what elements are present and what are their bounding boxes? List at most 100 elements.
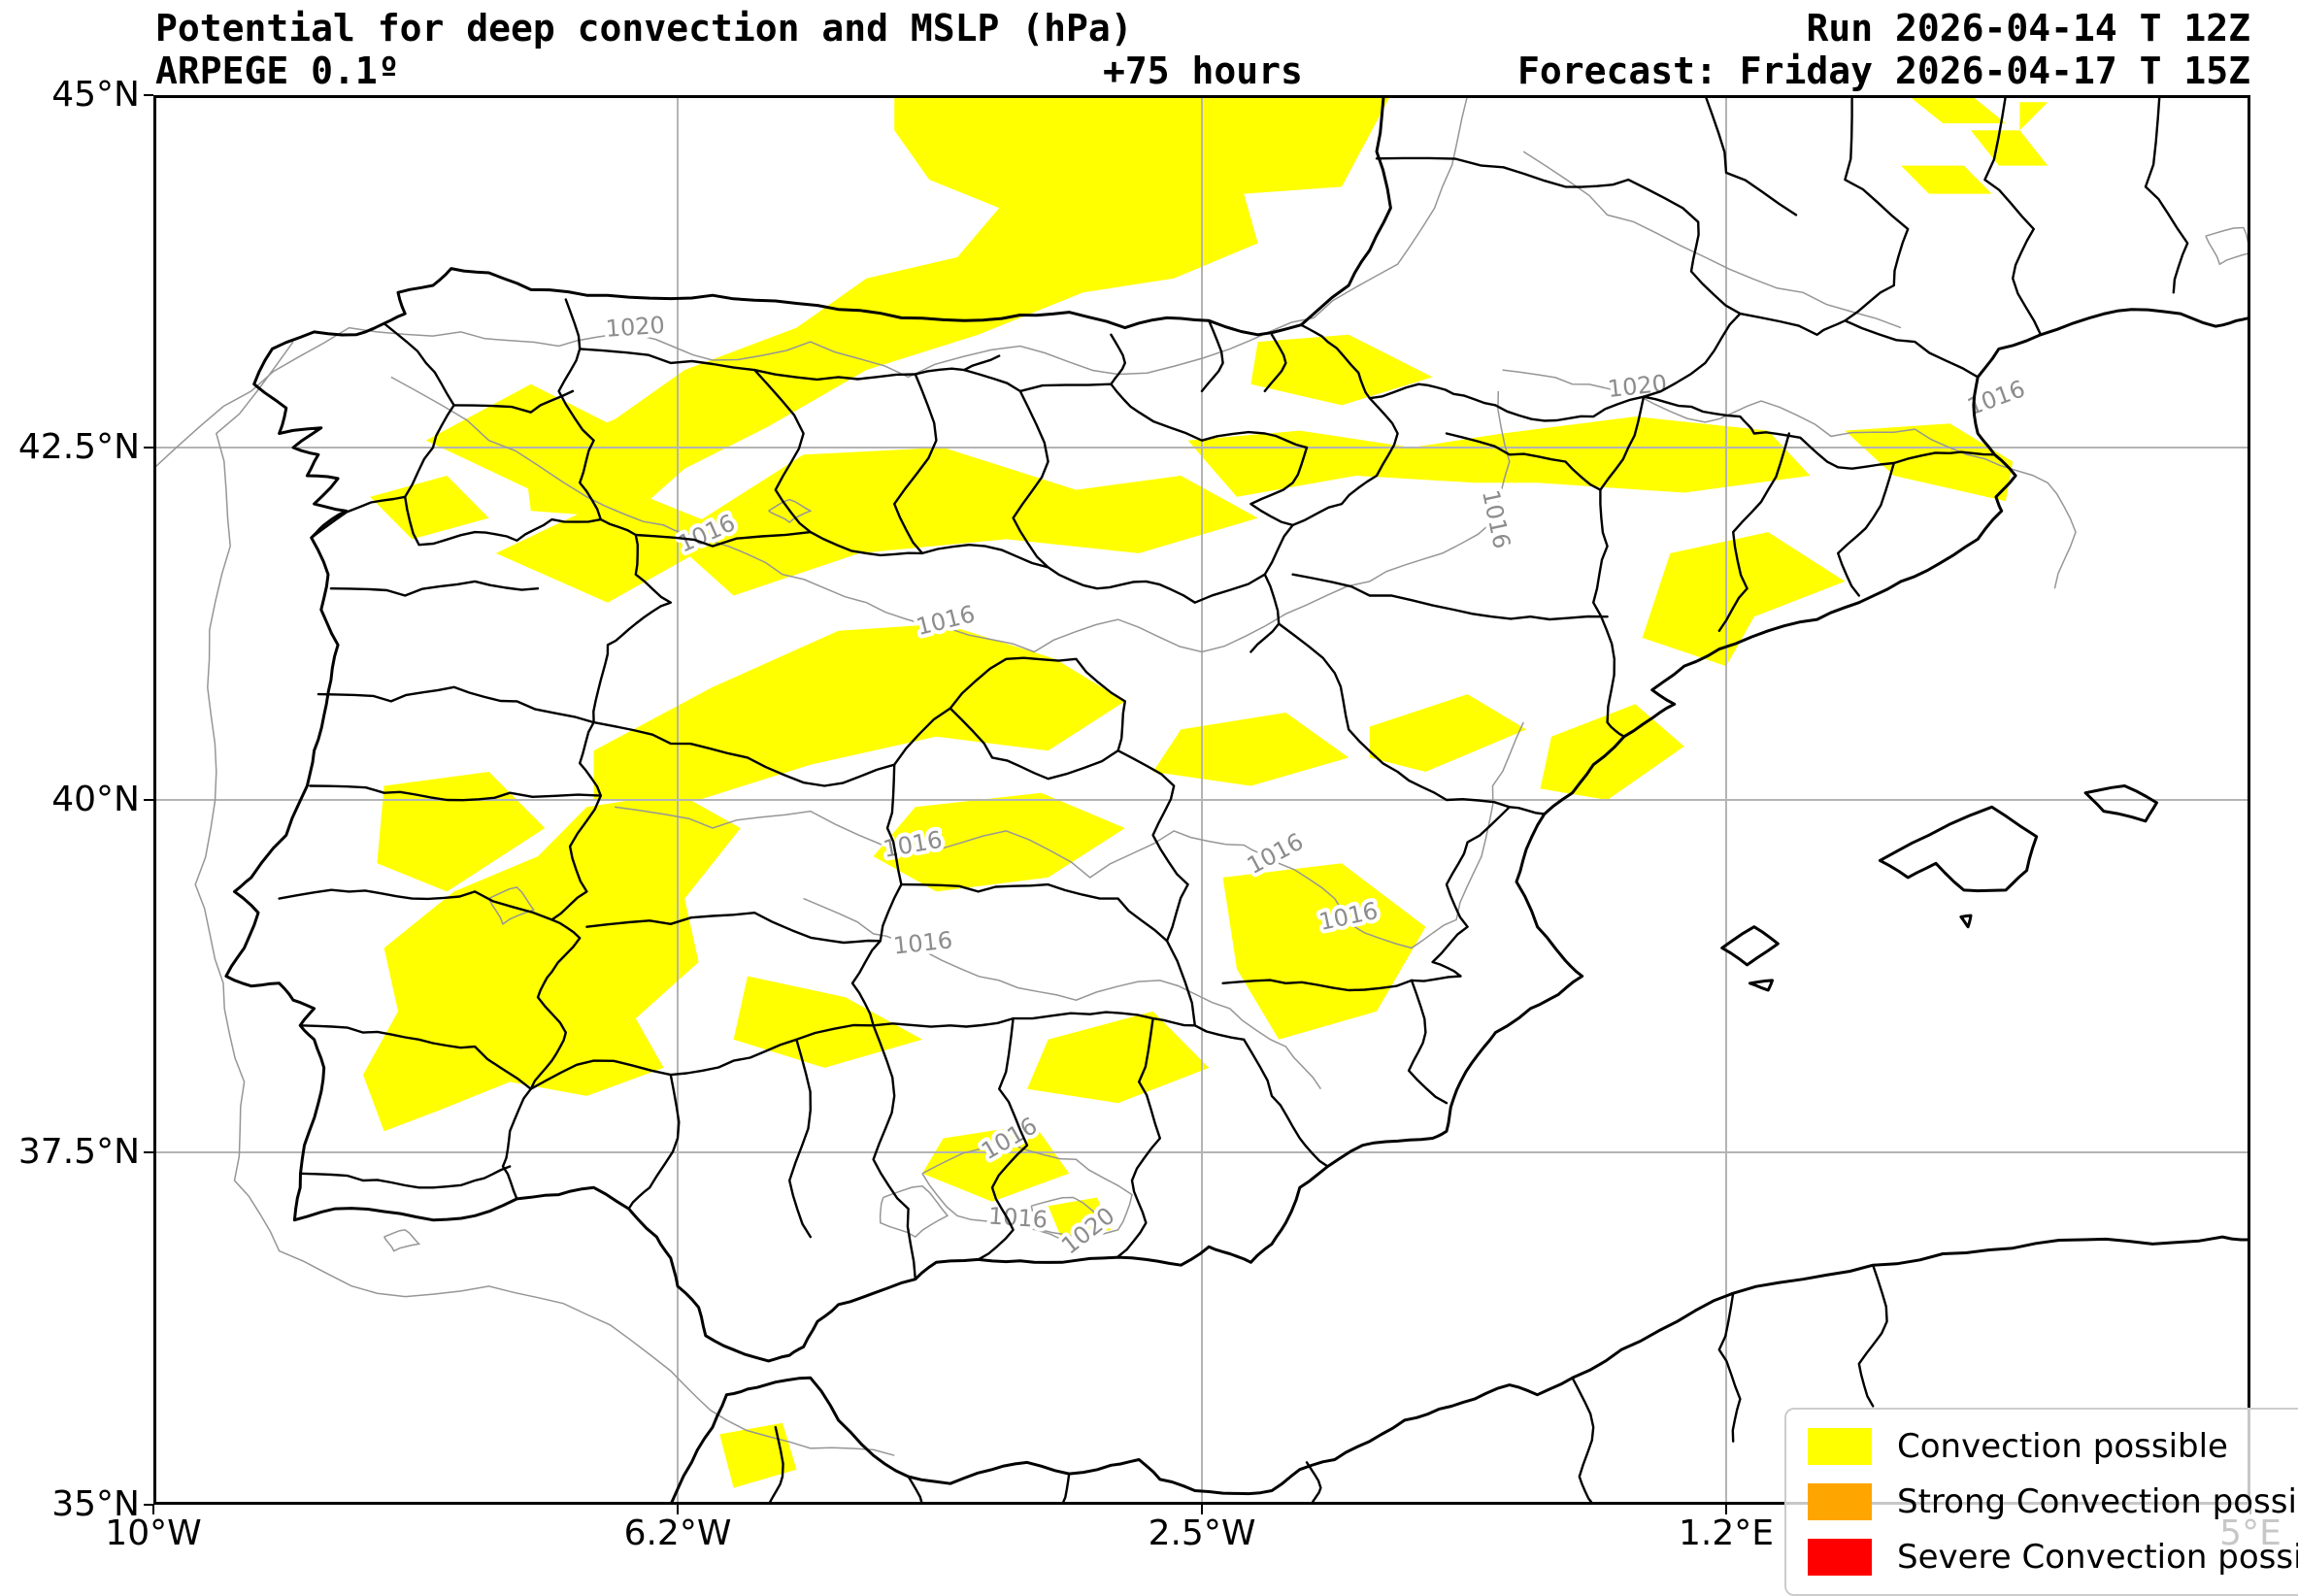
admin-boundary xyxy=(298,1024,532,1090)
valid-time-label: Forecast: Friday 2026-04-17 T 15Z xyxy=(1517,50,2250,92)
admin-boundary xyxy=(1110,333,1126,385)
isobar-line xyxy=(1030,1196,1109,1241)
lat-tick-label: 40°N xyxy=(51,780,140,819)
convection-possible-area xyxy=(1187,430,1503,497)
convection-possible-area xyxy=(719,1422,797,1488)
lat-tick-label: 37.5°N xyxy=(17,1132,140,1172)
legend-label: Convection possible xyxy=(1897,1427,2228,1467)
isobars xyxy=(153,95,2250,1456)
isobar-line xyxy=(1502,369,2077,589)
island-coastline xyxy=(1720,925,1780,967)
plot-frame xyxy=(153,95,2250,1505)
weather-map-page: { "header": { "title": "Potential for de… xyxy=(17,7,2298,1596)
admin-boundary xyxy=(977,1016,1029,1261)
admin-boundary xyxy=(592,707,951,787)
admin-boundary xyxy=(850,763,903,1027)
admin-boundary xyxy=(1291,397,1399,527)
convection-possible-area xyxy=(425,383,629,490)
admin-boundary xyxy=(1704,95,1798,216)
convection-possible-area xyxy=(2019,102,2048,131)
graticule xyxy=(153,95,2250,1505)
admin-boundary xyxy=(627,1073,681,1211)
convection-possible-area xyxy=(873,792,1125,892)
admin-boundary xyxy=(529,1011,1246,1090)
legend-label: Strong Convection possible xyxy=(1897,1481,2298,1521)
convection-possible-area xyxy=(1152,713,1349,786)
lon-tick-mark xyxy=(152,1505,154,1514)
convection-possible-area xyxy=(1971,130,2048,166)
admin-boundary xyxy=(1116,1016,1162,1258)
convection-possible-area xyxy=(1027,1011,1210,1104)
isobar-line xyxy=(803,897,1322,1090)
admin-boundary xyxy=(1291,573,1609,621)
admin-boundary xyxy=(316,685,595,724)
isobar-line xyxy=(768,498,813,523)
admin-boundary xyxy=(1983,95,2043,337)
convection-possible-area xyxy=(1642,532,1846,667)
legend-item-severe-convection: Severe Convection possible xyxy=(1808,1537,2298,1577)
coastlines xyxy=(224,95,2250,1505)
isobar-value-label: 1016 xyxy=(892,926,954,959)
admin-boundary xyxy=(557,298,602,521)
isobar-line xyxy=(879,1185,949,1239)
lon-tick-label: 10°W xyxy=(105,1513,202,1553)
admin-boundary xyxy=(1221,975,1462,992)
isobar-line xyxy=(390,376,1511,653)
isobar-line xyxy=(921,1144,1133,1241)
isobar-line xyxy=(153,95,1469,470)
convection-possible-area xyxy=(922,1124,1070,1202)
convection-possible-area xyxy=(1901,165,1992,194)
admin-boundary xyxy=(1717,432,1791,632)
legend-item-strong-convection: Strong Convection possible xyxy=(1808,1481,2298,1521)
severe-convection-swatch xyxy=(1808,1538,1872,1576)
convection-possible-area xyxy=(670,448,1258,596)
lon-tick-label: 1.2°E xyxy=(1679,1513,1774,1553)
admin-boundary xyxy=(1263,333,1287,393)
admin-boundary xyxy=(872,1024,916,1280)
convection-possible-area xyxy=(1222,863,1426,1040)
convection-possible-area xyxy=(523,95,1391,518)
isobar-line xyxy=(194,341,895,1456)
admin-boundary xyxy=(1571,1377,1595,1505)
admin-boundary xyxy=(767,1425,784,1505)
admin-boundary xyxy=(788,1038,812,1239)
admin-boundary xyxy=(893,373,938,555)
convection-possible-area xyxy=(377,772,546,892)
admin-boundary xyxy=(2144,95,2189,294)
lon-tick-mark xyxy=(677,1505,679,1514)
convection-possible-area xyxy=(733,976,922,1068)
lat-tick-label: 45°N xyxy=(51,75,140,115)
map-legend: Convection possible Strong Convection po… xyxy=(1784,1408,2298,1596)
admin-boundary xyxy=(1012,389,1049,569)
admin-boundary xyxy=(585,912,882,945)
admin-boundary xyxy=(278,888,553,921)
lat-tick-mark xyxy=(144,799,153,801)
lat-tick-mark xyxy=(144,447,153,449)
admin-boundary xyxy=(1200,319,1224,393)
admin-boundaries xyxy=(278,95,2189,1505)
admin-boundary xyxy=(1299,323,1996,470)
lat-tick-mark xyxy=(144,94,153,96)
convection-possible-area xyxy=(1845,423,2014,502)
legend-item-convection: Convection possible xyxy=(1808,1427,2298,1467)
admin-boundary xyxy=(1626,178,1742,398)
convection-possible-area xyxy=(495,489,734,603)
admin-boundary xyxy=(1857,1263,1888,1408)
admin-boundary xyxy=(1116,749,1197,1027)
legend-label: Severe Convection possible xyxy=(1897,1537,2298,1577)
lat-tick-mark xyxy=(144,1151,153,1153)
admin-boundary xyxy=(298,1165,512,1189)
lat-tick-label: 42.5°N xyxy=(17,427,140,467)
island-coastline xyxy=(1959,914,1973,929)
page-title: Potential for deep convection and MSLP (… xyxy=(155,7,1133,50)
map-plot-area: 1020 1020 1016 1016 1016 1016 1016 1016 1016 1016… xyxy=(153,95,2298,1596)
isobar-line xyxy=(2205,226,2250,266)
admin-boundary xyxy=(900,882,1169,943)
admin-boundary xyxy=(753,368,812,534)
admin-boundary xyxy=(949,656,1126,781)
lat-tick-label: 35°N xyxy=(51,1484,140,1524)
convection-possible-area xyxy=(593,623,1125,800)
lon-tick-label: 6.2°W xyxy=(623,1513,732,1553)
admin-boundary xyxy=(1591,395,1646,738)
